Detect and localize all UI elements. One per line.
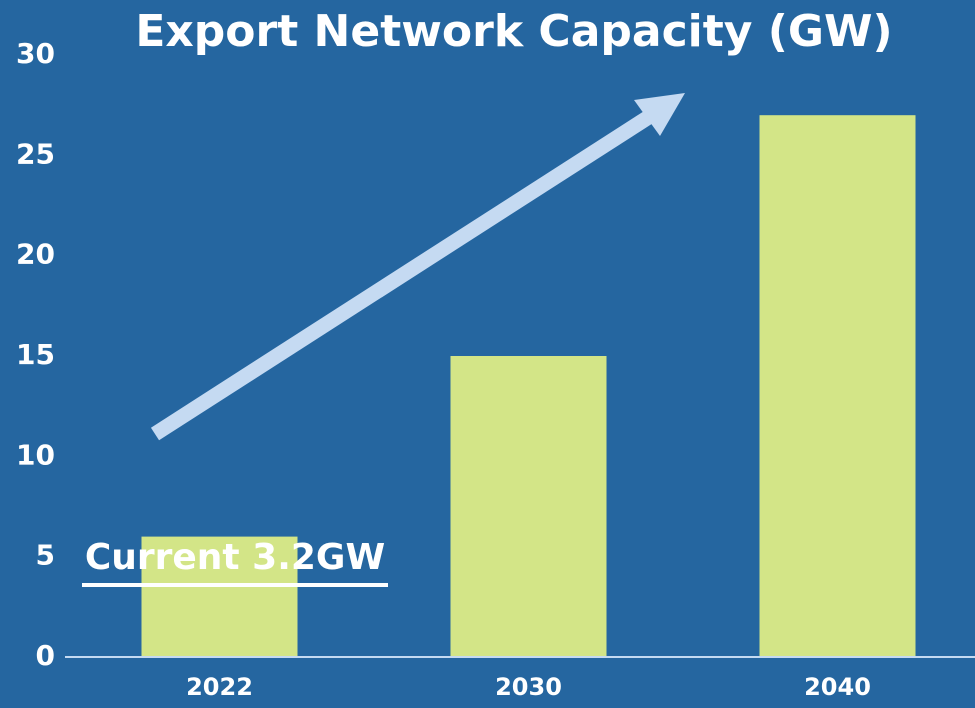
- annotation: Current 3.2GW: [85, 537, 385, 578]
- y-tick-label: 30: [16, 37, 55, 70]
- y-tick-label: 15: [16, 338, 55, 371]
- bar: [141, 536, 298, 657]
- x-tick-label: 2030: [495, 673, 562, 701]
- y-tick-label: 5: [36, 539, 55, 572]
- chart-title: Export Network Capacity (GW): [135, 6, 892, 57]
- bar: [450, 356, 607, 657]
- x-tick-label: 2040: [804, 673, 871, 701]
- y-tick-label: 20: [16, 238, 55, 271]
- x-tick-label: 2022: [186, 673, 253, 701]
- y-tick-label: 10: [16, 438, 55, 471]
- y-tick-label: 25: [16, 137, 55, 170]
- arrow-shaft: [150, 106, 660, 441]
- arrow-head: [634, 93, 685, 136]
- y-tick-label: 0: [36, 639, 55, 672]
- bar: [759, 115, 916, 657]
